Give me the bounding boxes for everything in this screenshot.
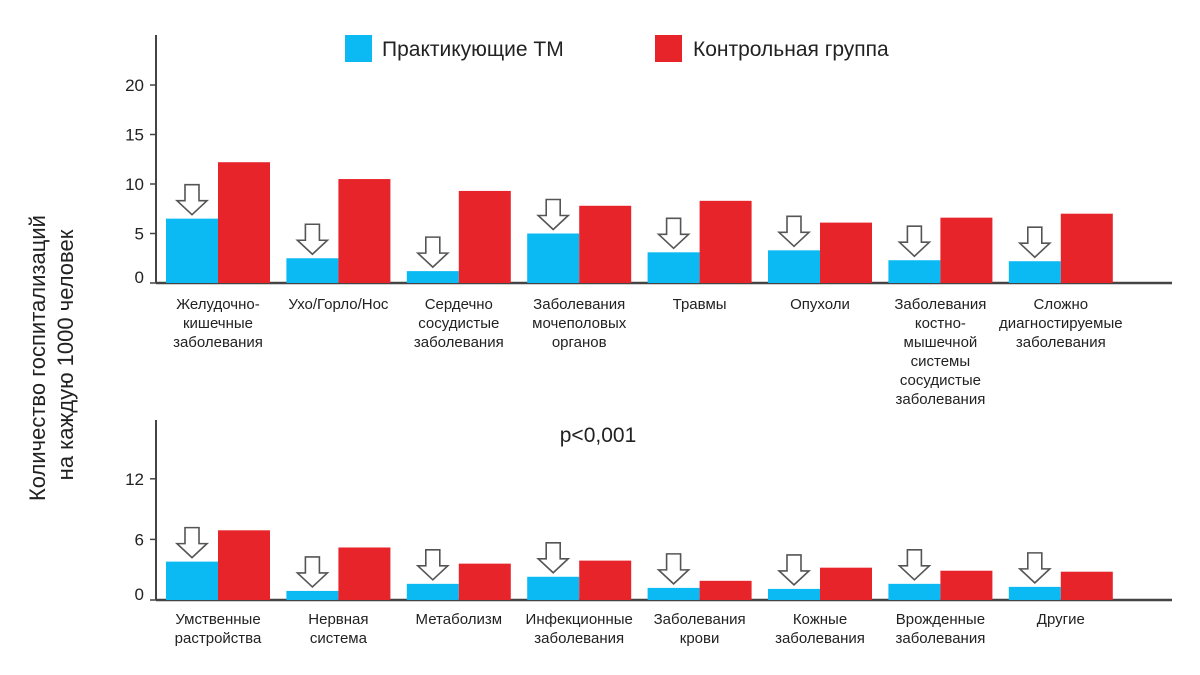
bar-bottom-tm-3 bbox=[527, 576, 580, 600]
category-label-top-6: Заболевания костно-мышечной системы сосудис… bbox=[894, 296, 986, 408]
down-arrow-icon bbox=[776, 215, 812, 248]
y-tick-top-label: 0 bbox=[135, 268, 144, 287]
bar-top-control-7 bbox=[1060, 213, 1113, 283]
category-label-top-4: Травмы bbox=[673, 296, 727, 313]
bar-bottom-control-5 bbox=[820, 567, 872, 600]
category-label-bottom-2: Метаболизм bbox=[416, 611, 502, 628]
chart-panel-bottom: 0 6 12 Умственные растройства Нервная система М… bbox=[125, 420, 1172, 647]
category-label-bottom-3: Инфекционные заболевания bbox=[526, 611, 633, 647]
category-label-bottom-7: Другие bbox=[1037, 611, 1085, 628]
down-arrow-icon bbox=[656, 217, 691, 250]
y-axis-label-line-1: Количество госпитализаций bbox=[25, 215, 50, 501]
bar-top-control-2 bbox=[458, 190, 511, 283]
category-label-bottom-0: Умственные растройства bbox=[175, 611, 262, 647]
bar-top-tm-2 bbox=[406, 271, 459, 283]
category-label-bottom-4: Заболевания крови bbox=[654, 611, 746, 647]
bar-top-control-4 bbox=[699, 200, 752, 283]
down-arrow-icon bbox=[295, 556, 330, 589]
category-label-top-3: Заболевания мочеполовых органов bbox=[532, 296, 627, 351]
category-label-top-0: Желудочно-кишечные заболевания bbox=[173, 296, 263, 351]
category-label-top-5: Опухоли bbox=[790, 296, 850, 313]
down-arrow-icon bbox=[897, 225, 932, 258]
bar-bottom-control-7 bbox=[1060, 571, 1113, 600]
bar-top-tm-0 bbox=[166, 218, 218, 283]
y-tick-top-label: 20 bbox=[125, 76, 144, 95]
bar-top-control-1 bbox=[338, 179, 391, 283]
bar-top-tm-3 bbox=[527, 233, 580, 283]
y-tick-bottom-label: 6 bbox=[135, 530, 144, 549]
category-label-bottom-6: Врожденные заболевания bbox=[895, 611, 985, 647]
bar-top-control-6 bbox=[940, 217, 993, 283]
bar-bottom-tm-4 bbox=[647, 587, 700, 600]
legend-label-series-1: Практикующие ТМ bbox=[382, 38, 564, 61]
bar-top-control-3 bbox=[579, 205, 632, 283]
y-axis-label-line-2: на каждую 1000 человек bbox=[53, 229, 78, 480]
down-arrow-icon bbox=[415, 549, 450, 581]
bar-bottom-control-4 bbox=[699, 580, 752, 600]
legend-swatch-series-2 bbox=[655, 35, 682, 62]
category-label-bottom-1: Нервная система bbox=[308, 611, 368, 647]
bar-bottom-tm-0 bbox=[166, 561, 218, 600]
y-tick-top-label: 15 bbox=[125, 126, 144, 145]
down-arrow-icon bbox=[1017, 552, 1052, 584]
down-arrow-icon bbox=[174, 526, 210, 559]
legend-label-series-2: Контрольная группа bbox=[693, 38, 889, 61]
bar-top-tm-1 bbox=[286, 258, 339, 283]
bar-top-control-0 bbox=[218, 162, 270, 283]
legend: Практикующие ТМ Контрольная группа bbox=[345, 35, 889, 62]
category-label-top-2: Сердечно сосудистые заболевания bbox=[414, 296, 504, 351]
legend-swatch-series-1 bbox=[345, 35, 372, 62]
category-label-bottom-5: Кожные заболевания bbox=[775, 611, 865, 647]
down-arrow-icon bbox=[1017, 226, 1052, 259]
y-tick-bottom-label: 0 bbox=[135, 585, 144, 604]
bar-bottom-control-6 bbox=[940, 570, 993, 600]
down-arrow-icon bbox=[656, 553, 691, 585]
bar-bottom-control-1 bbox=[338, 547, 391, 600]
chart-panel-top: 0 5 10 15 20 Желудочно-кишечные заболевания Ухо… bbox=[125, 35, 1172, 408]
down-arrow-icon bbox=[536, 198, 571, 231]
y-tick-bottom-label: 12 bbox=[125, 470, 144, 489]
down-arrow-icon bbox=[897, 549, 932, 581]
bar-bottom-control-0 bbox=[218, 530, 270, 600]
y-axis-label: Количество госпитализаций на каждую 1000… bbox=[25, 209, 78, 501]
p-value-annotation: p<0,001 bbox=[560, 424, 637, 447]
down-arrow-icon bbox=[776, 554, 812, 586]
bar-top-tm-7 bbox=[1008, 261, 1061, 283]
down-arrow-icon bbox=[415, 236, 450, 269]
bar-top-control-5 bbox=[820, 222, 872, 283]
bar-top-tm-4 bbox=[647, 252, 700, 283]
down-arrow-icon bbox=[536, 541, 571, 574]
bar-bottom-tm-5 bbox=[768, 588, 820, 600]
bar-bottom-tm-2 bbox=[406, 583, 459, 600]
bar-top-tm-6 bbox=[888, 260, 941, 283]
bar-bottom-control-2 bbox=[458, 563, 511, 600]
bar-bottom-tm-6 bbox=[888, 583, 941, 600]
down-arrow-icon bbox=[295, 223, 330, 256]
bar-bottom-tm-7 bbox=[1008, 586, 1061, 600]
y-tick-top-label: 10 bbox=[125, 175, 144, 194]
y-tick-top-label: 5 bbox=[135, 225, 144, 244]
bar-bottom-tm-1 bbox=[286, 590, 339, 600]
category-label-top-1: Ухо/Горло/Нос bbox=[288, 296, 389, 313]
bar-bottom-control-3 bbox=[579, 560, 632, 600]
down-arrow-icon bbox=[174, 183, 210, 216]
bar-top-tm-5 bbox=[768, 250, 820, 283]
category-label-top-7: Сложно диагностируемые заболевания bbox=[999, 296, 1123, 351]
